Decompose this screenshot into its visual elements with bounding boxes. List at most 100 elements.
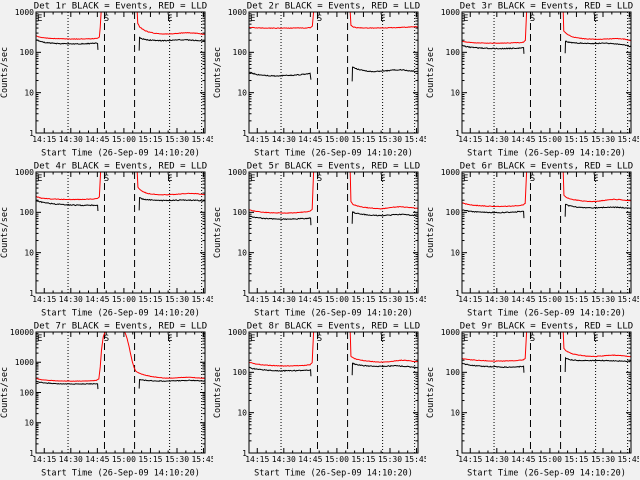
plot-svg: Det 1r BLACK = Events, RED = LLD Counts/s… [0, 2, 213, 159]
x-tick-label: 14:15 [32, 295, 56, 304]
marker-letter-e: E [380, 14, 385, 24]
y-tick-label: 1 [242, 449, 247, 458]
marker-letter-e: E [593, 174, 598, 184]
x-tick-label: 14:15 [245, 135, 269, 144]
x-axis-label: Start Time (26-Sep-09 14:10:20) [41, 309, 200, 319]
event-marker-lines [493, 332, 629, 453]
plot-svg: Det 2r BLACK = Events, RED = LLD Counts/s… [213, 2, 426, 159]
trace-group [36, 332, 205, 390]
x-tick-label: 14:45 [298, 455, 322, 464]
marker-letter-s: S [104, 14, 109, 24]
trace-group [36, 172, 205, 212]
event-marker-lines [67, 12, 203, 133]
event-marker-lines [280, 172, 416, 293]
x-axis-label: Start Time (26-Sep-09 14:10:20) [41, 469, 200, 479]
lld-trace [136, 172, 205, 196]
x-tick-label: 15:15 [138, 295, 162, 304]
y-tick-label: 10 [237, 248, 247, 257]
event-marker-lines [280, 12, 416, 133]
x-tick-label: 15:45 [617, 455, 639, 464]
panel-det-9r: Det 9r BLACK = Events, RED = LLD Counts/s… [426, 320, 640, 480]
x-tick-label: 15:00 [112, 135, 136, 144]
marker-letter-s: S [317, 14, 322, 24]
panel-title: Det 2r BLACK = Events, RED = LLD [247, 2, 420, 12]
x-tick-label: 15:30 [591, 295, 615, 304]
trace-group [462, 332, 631, 373]
y-tick-label: 100 [20, 388, 35, 397]
x-axis-label: Start Time (26-Sep-09 14:10:20) [467, 149, 626, 159]
x-tick-label: 15:30 [165, 455, 189, 464]
events-trace [351, 66, 418, 82]
y-axis-label: Counts/sec [213, 47, 223, 98]
x-tick-label: 15:15 [351, 295, 375, 304]
y-tick-label: 10 [24, 88, 34, 97]
x-tick-label: 15:30 [591, 455, 615, 464]
event-marker-lines [493, 172, 629, 293]
plot-svg: Det 4r BLACK = Events, RED = LLD Counts/s… [0, 162, 213, 319]
marker-letter-s: S [317, 334, 322, 344]
x-axis-label: Start Time (26-Sep-09 14:10:20) [467, 309, 626, 319]
y-tick-label: 100 [446, 368, 461, 377]
x-tick-label: 14:30 [485, 295, 509, 304]
panel-title: Det 5r BLACK = Events, RED = LLD [247, 162, 420, 172]
x-tick-label: 15:45 [191, 135, 213, 144]
x-tick-label: 15:15 [564, 295, 588, 304]
x-tick-label: 15:00 [538, 295, 562, 304]
y-tick-label: 100 [20, 208, 35, 217]
marker-letter-e: E [380, 174, 385, 184]
x-tick-label: 14:15 [32, 135, 56, 144]
marker-letter-e: E [463, 174, 468, 184]
x-tick-label: 14:30 [485, 135, 509, 144]
panel-title: Det 3r BLACK = Events, RED = LLD [460, 2, 633, 12]
plot-svg: Det 9r BLACK = Events, RED = LLD Counts/s… [426, 322, 639, 479]
lld-trace [349, 12, 418, 29]
panel-det-4r: Det 4r BLACK = Events, RED = LLD Counts/s… [0, 160, 213, 320]
x-tick-label: 15:30 [378, 295, 402, 304]
x-tick-label: 14:15 [245, 455, 269, 464]
events-trace [36, 39, 99, 50]
marker-letter-e: E [167, 334, 172, 344]
lld-trace [562, 332, 631, 358]
x-tick-label: 14:15 [32, 455, 56, 464]
x-tick-label: 15:45 [404, 135, 426, 144]
marker-letter-e: E [167, 14, 172, 24]
y-axis-label: Counts/sec [0, 367, 10, 418]
x-tick-label: 14:15 [458, 295, 482, 304]
lld-trace [562, 12, 631, 42]
x-tick-label: 14:45 [85, 455, 109, 464]
lld-trace [349, 332, 418, 363]
plot-svg: Det 5r BLACK = Events, RED = LLD Counts/s… [213, 162, 426, 319]
lld-trace [562, 172, 631, 203]
x-axis-label: Start Time (26-Sep-09 14:10:20) [254, 469, 413, 479]
y-tick-label: 1 [29, 449, 34, 458]
marker-letter-e: E [463, 14, 468, 24]
x-tick-label: 15:15 [351, 135, 375, 144]
events-trace [462, 209, 525, 219]
lld-trace [462, 12, 528, 44]
y-tick-label: 1 [455, 289, 460, 298]
x-tick-label: 15:30 [165, 295, 189, 304]
events-trace [351, 211, 418, 224]
y-tick-label: 1 [455, 129, 460, 138]
marker-letter-e: E [37, 14, 42, 24]
y-tick-label: 1 [455, 449, 460, 458]
panel-det-7r: Det 7r BLACK = Events, RED = LLD Counts/s… [0, 320, 213, 480]
events-trace [351, 362, 418, 376]
panel-det-3r: Det 3r BLACK = Events, RED = LLD Counts/s… [426, 0, 640, 160]
y-tick-label: 1000 [228, 168, 247, 177]
y-tick-label: 10 [24, 419, 34, 428]
x-tick-label: 14:30 [272, 135, 296, 144]
x-tick-label: 15:00 [538, 455, 562, 464]
x-axis-label: Start Time (26-Sep-09 14:10:20) [254, 309, 413, 319]
trace-group [462, 172, 631, 219]
axis-ticks [36, 331, 205, 454]
y-tick-label: 1000 [15, 168, 34, 177]
x-tick-label: 15:15 [138, 135, 162, 144]
plot-svg: Det 7r BLACK = Events, RED = LLD Counts/s… [0, 322, 213, 479]
axis-ticks [249, 11, 418, 134]
y-axis-label: Counts/sec [0, 47, 10, 98]
x-tick-label: 15:45 [617, 295, 639, 304]
y-axis-label: Counts/sec [0, 207, 10, 258]
x-tick-label: 14:45 [85, 295, 109, 304]
marker-letter-s: S [104, 174, 109, 184]
